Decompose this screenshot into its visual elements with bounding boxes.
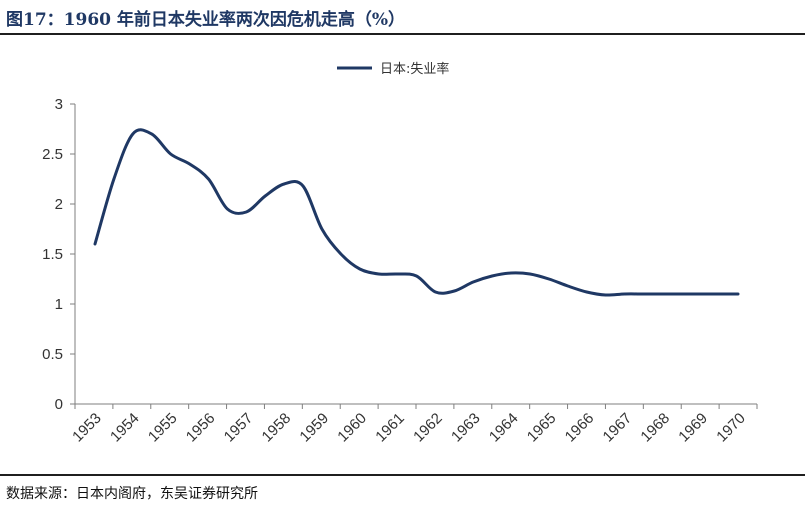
x-tick-label: 1966 — [562, 410, 598, 446]
y-tick-label: 1.5 — [42, 246, 63, 263]
y-tick-label: 0.5 — [42, 346, 63, 363]
legend: 日本:失业率 — [337, 61, 449, 77]
footer-divider — [0, 474, 805, 476]
y-axis: 0 0.5 1 1.5 2 2.5 3 — [42, 96, 76, 413]
x-tick-label: 1961 — [372, 410, 408, 446]
x-tick-label: 1965 — [524, 410, 560, 446]
x-tick-label: 1964 — [486, 410, 522, 446]
x-tick-label: 1969 — [675, 410, 711, 446]
y-tick-label: 1 — [55, 296, 63, 313]
x-tick-label: 1959 — [296, 410, 332, 446]
line-chart: 日本:失业率 00.511.522.53 1953 1954 1955 1956 195… — [42, 61, 758, 446]
series-line-0 — [93, 128, 740, 297]
x-tick-label: 1962 — [410, 410, 446, 446]
chart-title: 图17：1960 年前日本失业率两次因危机走高（%） — [6, 10, 406, 30]
x-tick-label: 1955 — [145, 410, 181, 446]
title-divider — [0, 33, 805, 35]
x-axis: 1953 1954 1955 1956 1957 1958 1959 1960 1961 1962… — [69, 403, 758, 446]
x-tick-label: 1954 — [107, 410, 143, 446]
x-tick-label: 1968 — [637, 410, 673, 446]
y-tick-label: 2 — [55, 196, 63, 213]
y-tick-label: 0 — [55, 396, 63, 413]
x-tick-label: 1970 — [713, 410, 749, 446]
y-tick-label: 3 — [55, 96, 63, 113]
source-note: 数据来源：日本内阁府，东吴证券研究所 — [6, 486, 258, 502]
x-tick-label: 1967 — [600, 410, 636, 446]
x-tick-label: 1957 — [221, 410, 257, 446]
plot-area — [93, 128, 740, 297]
x-tick-label: 1956 — [183, 410, 219, 446]
x-tick-label: 1963 — [448, 410, 484, 446]
x-tick-label: 1953 — [69, 410, 105, 446]
y-tick-label: 2.5 — [42, 146, 63, 163]
x-tick-label: 1960 — [334, 410, 370, 446]
x-tick-label: 1958 — [259, 410, 295, 446]
legend-label: 日本:失业率 — [380, 61, 449, 77]
